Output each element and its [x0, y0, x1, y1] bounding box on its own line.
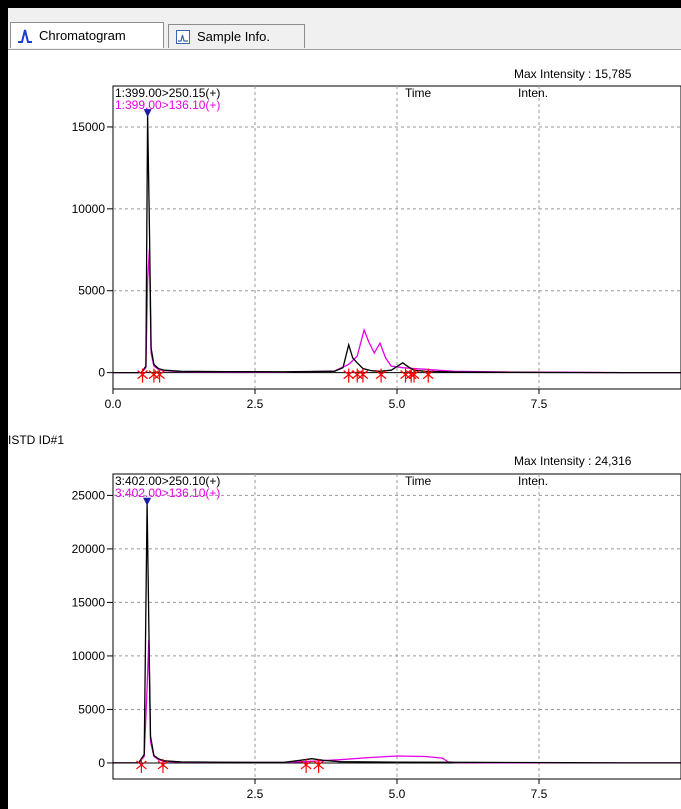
peak-marker	[408, 368, 420, 383]
header-time: Time	[405, 474, 432, 488]
legend-entry: 1:399.00>250.15(+)	[115, 86, 220, 100]
sample-info-icon	[176, 29, 190, 44]
header-time: Time	[405, 86, 432, 100]
x-tick-label: 0.0	[105, 397, 122, 411]
chart-area: Max Intensity : 15,785 0 5000 10000 15000 0.…	[8, 50, 681, 809]
header-inten: Inten.	[518, 474, 548, 488]
y-tick-label: 25000	[72, 488, 106, 502]
apex-marker	[143, 109, 152, 118]
x-tick-label: 2.5	[247, 397, 264, 411]
peak-marker	[375, 368, 387, 383]
y-tick-label: 10000	[72, 649, 106, 663]
y-tick-label: 0	[98, 756, 105, 770]
peak-marker	[137, 368, 148, 383]
tab-label: Sample Info.	[197, 29, 270, 44]
max-intensity-label: Max Intensity : 15,785	[514, 67, 632, 81]
istd-label: ISTD ID#1	[8, 433, 65, 447]
x-tick-label: 7.5	[531, 787, 548, 801]
y-tick-label: 20000	[72, 542, 106, 556]
peak-marker	[343, 368, 355, 383]
legend-entry: 3:402.00>250.10(+)	[115, 474, 220, 488]
legend-entry: 1:399.00>136.10(+)	[115, 98, 220, 112]
tab-chromatogram[interactable]: Chromatogram	[10, 22, 164, 48]
chromatogram-chart-1[interactable]: 0 5000 10000 15000 0.0 2.5 5.0 7.5 1:399.00>250.…	[8, 50, 681, 420]
x-tick-label: 5.0	[389, 787, 406, 801]
x-tick-label: 7.5	[531, 397, 548, 411]
y-tick-label: 5000	[78, 284, 105, 298]
peak-marker	[157, 758, 169, 773]
peak-marker	[136, 758, 147, 773]
y-tick-label: 5000	[78, 702, 105, 716]
tab-label: Chromatogram	[39, 28, 126, 43]
tab-bar: Chromatogram Sample Info.	[8, 22, 681, 50]
apex-marker	[143, 497, 152, 506]
y-tick-label: 10000	[72, 202, 106, 216]
series-line	[113, 114, 681, 374]
y-tick-label: 15000	[72, 120, 106, 134]
legend-entry: 3:402.00>136.10(+)	[115, 486, 220, 500]
x-tick-label: 2.5	[247, 787, 264, 801]
tab-sample-info[interactable]: Sample Info.	[168, 24, 305, 48]
peak-marker	[351, 368, 363, 383]
peak-marker	[300, 758, 312, 773]
max-intensity-label: Max Intensity : 24,316	[514, 454, 632, 468]
chromatogram-chart-2[interactable]: 0 5000 10000 15000 20000 25000 2.5 5.0 7.5 3:402.…	[8, 437, 681, 809]
chromatogram-window: Chromatogram Sample Info. Max Intensity …	[8, 8, 681, 809]
peak-marker	[422, 368, 434, 383]
peak-marker	[357, 368, 369, 383]
series-line	[113, 502, 681, 764]
peak-marker	[400, 368, 411, 383]
peak-marker	[313, 758, 324, 773]
peak-marker	[148, 368, 160, 383]
peak-marker	[154, 368, 165, 383]
chromatogram-icon	[18, 29, 32, 43]
y-tick-label: 0	[98, 366, 105, 380]
x-tick-label: 5.0	[389, 397, 406, 411]
header-inten: Inten.	[518, 86, 548, 100]
y-tick-label: 15000	[72, 595, 106, 609]
